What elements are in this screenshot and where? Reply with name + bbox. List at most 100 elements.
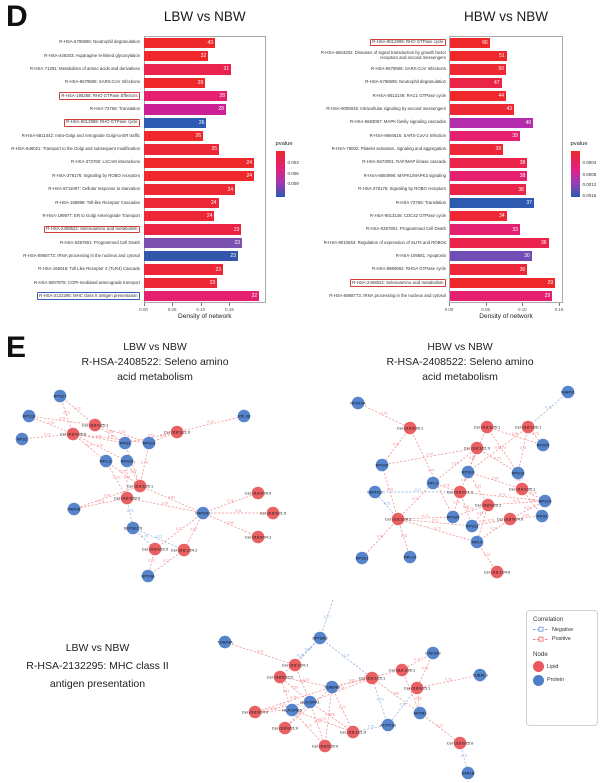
edge-weight: 0.84 xyxy=(168,496,174,500)
correlation-edge xyxy=(476,504,489,543)
bar-value: 23 xyxy=(215,266,222,273)
node-label: RPL4 xyxy=(472,539,483,544)
edge-weight: 0.82 xyxy=(349,679,355,683)
edge-weight: -0.72 xyxy=(367,725,374,729)
density-bar: 38 xyxy=(449,171,528,182)
bar-value: 38 xyxy=(519,173,526,180)
pathway-label-text: R-HSA-948021: Transport to the Golgi and… xyxy=(11,146,140,152)
network-2-title: HBW vs NBW R-HSA-2408522: Seleno amino a… xyxy=(345,340,575,386)
edge-weight: 0.76 xyxy=(119,430,125,434)
pathway-label: R-HSA-5683057: MAPK family signaling cas… xyxy=(306,116,446,129)
node-label: TUBB4B xyxy=(324,684,340,689)
edge-weight: 0.81 xyxy=(469,456,475,460)
bar-value: 28 xyxy=(219,93,226,100)
edge-weight: 0.85 xyxy=(415,697,421,701)
density-bar: 31 xyxy=(144,64,232,75)
lipid-node xyxy=(288,658,302,672)
edge-weight: 0.76 xyxy=(303,678,309,682)
x-tick xyxy=(229,303,231,306)
node-label: Cer d18:1/24:1 xyxy=(282,662,309,667)
bar-value: 24 xyxy=(206,213,213,220)
edge-weight: 0.73 xyxy=(377,535,383,539)
node-label: Cer d18:0/23:1 xyxy=(475,502,502,507)
correlation-edge xyxy=(73,485,141,510)
edge-weight: 0.78 xyxy=(328,713,334,717)
correlation-edge xyxy=(291,709,354,733)
protein-node xyxy=(461,465,475,479)
x-tick-label: 0.15 xyxy=(554,306,564,312)
correlation-edge xyxy=(254,686,333,713)
protein-node xyxy=(446,510,460,524)
correlation-edge xyxy=(324,686,333,747)
correlation-edge xyxy=(224,641,296,666)
edge-weight: 0.76 xyxy=(97,444,103,448)
protein-node xyxy=(473,668,487,682)
edge-weight: 0.77 xyxy=(176,527,182,531)
pathway-label-text: R-HSA-5663202: Diseases of signal transd… xyxy=(320,50,446,61)
pathway-label-text: R-HSA-376176: Signaling by ROBO receptor… xyxy=(52,172,140,178)
bar-value: 24 xyxy=(246,159,253,166)
density-bar: 29 xyxy=(449,291,553,302)
pathway-label-text: R-HSA-6798695: Neutrophil degranulation xyxy=(365,79,446,85)
edge-weight: 0.78 xyxy=(290,696,296,700)
node-label: RPL38 xyxy=(238,413,251,418)
pathway-label: R-HSA-376176: Signaling by ROBO receptor… xyxy=(3,170,140,183)
pathway-label-text: R-HSA-6807878: COPI-mediated anterograde… xyxy=(33,279,140,285)
pathway-label: R-HSA-9013148: CDC42 GTPase cycle xyxy=(306,210,446,223)
lipid-node xyxy=(503,512,517,526)
correlation-edge xyxy=(397,518,478,543)
pathway-label: R-HSA-2132295: MHC class II antigen pres… xyxy=(3,290,140,303)
pathway-label-text: R-HSA-9012999: RHO GTPase cycle xyxy=(63,118,140,127)
node-label: RPS25 xyxy=(537,442,550,447)
bar-value: 31 xyxy=(223,66,230,73)
density-bar: 39 xyxy=(449,130,520,142)
protein-node xyxy=(465,519,479,533)
network-3-title-line3: antigen presentation xyxy=(49,677,146,690)
edge-weight: 0.72 xyxy=(305,724,311,728)
protein-node xyxy=(67,502,81,516)
edge-weight: 0.74 xyxy=(319,717,325,721)
pathway-label: R-HSA-5357801: Programmed Cell Death xyxy=(306,223,446,236)
node-label: Cer d18:1/25:1 xyxy=(359,675,386,680)
bar-value: 43 xyxy=(207,39,214,46)
legend-positive-item: Positive xyxy=(533,636,591,643)
edge-weight: 0.77 xyxy=(86,444,92,448)
lipid-node xyxy=(251,486,265,500)
pathway-label-text: R-HSA-5683057: MAPK family signaling cas… xyxy=(349,119,446,125)
correlation-edge xyxy=(357,402,411,429)
x-tick-label: 0.05 xyxy=(481,306,491,312)
bar-value: 25 xyxy=(211,146,218,153)
pathway-label-text: R-HSA-5673001: RAF/MAP kinase cascade xyxy=(362,159,446,165)
bar-value: 29 xyxy=(547,279,554,286)
edge-weight: -0.72 xyxy=(544,406,551,410)
node-label: ACTN1B xyxy=(380,722,396,727)
edge-weight: 0.73 xyxy=(393,443,399,447)
protein-node xyxy=(303,695,317,709)
lipid-node xyxy=(88,418,102,432)
edge-weight: 0.72 xyxy=(163,559,169,563)
edge-weight: 0.73 xyxy=(160,434,166,438)
pvalue-tick-label: 0.0016 xyxy=(582,193,597,199)
network-1-title-line3: acid metabolism xyxy=(117,371,193,384)
correlation-edge xyxy=(397,516,454,520)
density-bar: 29 xyxy=(144,77,206,88)
plot-panel xyxy=(449,36,563,303)
node-label: RPS23 xyxy=(356,555,369,560)
correlation-edge xyxy=(279,676,333,688)
node-label: TUBAL3 xyxy=(472,672,488,677)
legend-negative-item: Negative xyxy=(533,626,591,633)
correlation-edge xyxy=(467,471,489,506)
edge-weight: 0.78 xyxy=(141,461,147,465)
pathway-label-text: R-HSA-168898: Toll-like Receptor Cascade… xyxy=(55,199,140,205)
edge-weight: 0.76 xyxy=(162,502,168,506)
correlation-edge xyxy=(309,701,354,733)
density-bar: 51 xyxy=(449,50,507,62)
pathway-label-text: R-HSA-109581: Apoptosis xyxy=(395,252,446,258)
edge-weight: 0.73 xyxy=(488,519,494,523)
pathway-label-text: R-HSA-71291: Metabolism of amino acids a… xyxy=(29,66,140,72)
pathway-label-text: R-HSA-9013148: CDC42 GTPase cycle xyxy=(370,212,446,218)
pvalue-tick-label: 0.003 xyxy=(287,159,299,165)
correlation-edge xyxy=(331,686,354,733)
node-label: RPL3 xyxy=(428,480,439,485)
lipid-node xyxy=(521,420,535,434)
